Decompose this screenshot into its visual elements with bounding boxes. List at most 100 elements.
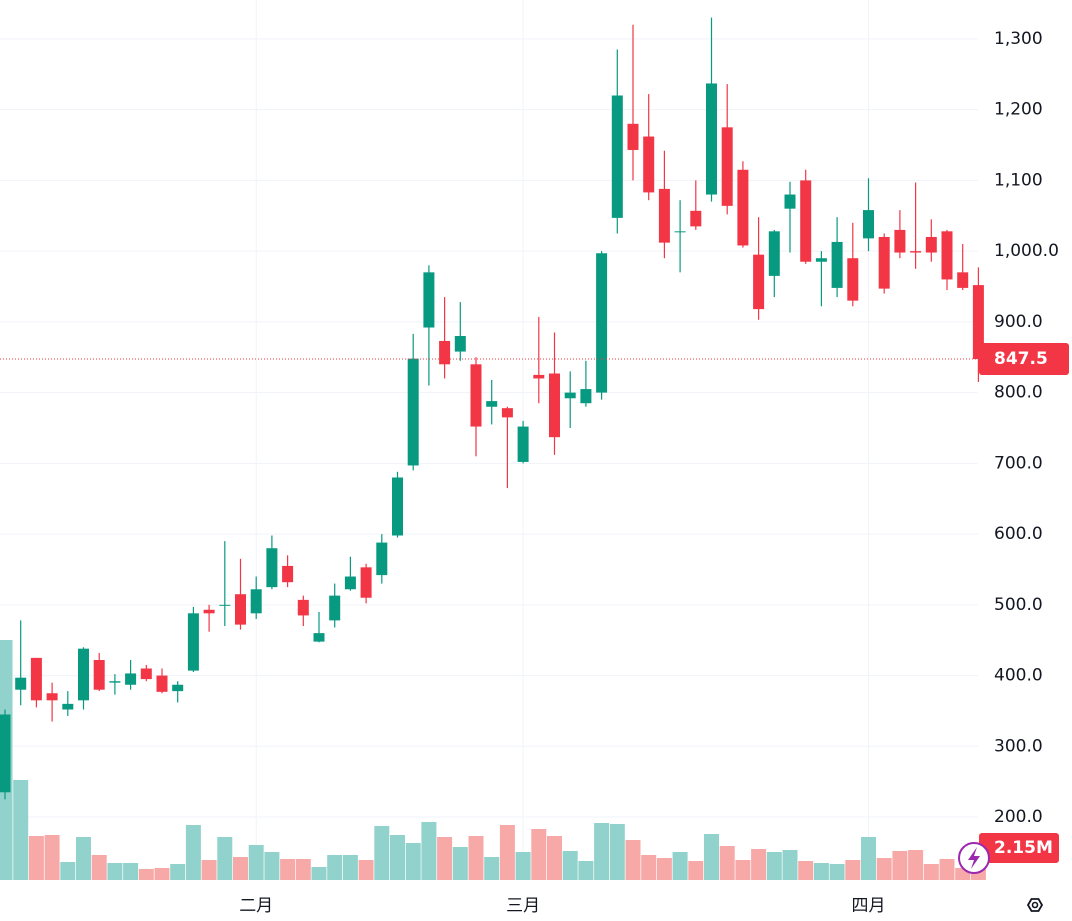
- candle-body: [156, 675, 168, 692]
- volume-bar: [123, 863, 139, 880]
- candle-body: [674, 231, 686, 233]
- volume-bar: [892, 851, 908, 880]
- volume-pane: [0, 640, 986, 880]
- candle-body: [941, 231, 953, 280]
- y-tick-label: 1,100: [994, 170, 1043, 190]
- volume-bar: [641, 855, 657, 880]
- volume-bar: [170, 864, 186, 880]
- x-tick-label: 四月: [852, 896, 886, 916]
- axes: 200.0 300.0 400.0 500.0 600.0 700.0 800.0 900.0…: [0, 29, 1069, 916]
- candle-body: [313, 633, 325, 642]
- y-tick-label: 1,000.0: [994, 241, 1059, 261]
- volume-bar: [374, 826, 390, 880]
- volume-bar: [358, 860, 374, 880]
- candle-body: [910, 251, 922, 253]
- volume-bar: [154, 868, 170, 880]
- grid: [0, 0, 978, 880]
- volume-bar: [405, 843, 421, 880]
- candle-body: [219, 604, 231, 606]
- volume-bar: [264, 852, 280, 880]
- volume-bar: [798, 861, 814, 880]
- candle-body: [596, 253, 608, 393]
- candle-body: [627, 123, 639, 150]
- volume-bar: [76, 837, 91, 880]
- candle-body: [15, 677, 27, 690]
- volume-bar: [625, 840, 641, 880]
- volume-bar: [515, 852, 531, 880]
- candle-body: [972, 285, 984, 360]
- candle-body: [0, 714, 11, 793]
- volume-bar: [327, 855, 343, 880]
- volume-bar: [594, 823, 610, 880]
- volume-bar: [876, 858, 892, 880]
- volume-bar: [484, 857, 500, 880]
- candle-body: [831, 241, 843, 288]
- candle-body: [392, 477, 403, 536]
- volume-bar: [233, 857, 248, 880]
- candle-body: [125, 673, 137, 685]
- candle-body: [297, 599, 309, 616]
- quick-action-icon[interactable]: [958, 842, 990, 874]
- candle-body: [360, 567, 372, 598]
- volume-bar: [280, 859, 296, 880]
- candle-body: [894, 229, 906, 253]
- last-price-label: 847.5: [994, 349, 1048, 369]
- candle-body: [407, 358, 419, 466]
- volume-bar: [861, 837, 876, 880]
- candle-body: [800, 180, 812, 262]
- candle-body: [376, 542, 388, 576]
- volume-bar: [908, 850, 924, 880]
- candle-body: [690, 210, 702, 227]
- candle-body: [737, 169, 749, 246]
- candle-body: [282, 565, 294, 583]
- volume-bar: [704, 834, 719, 880]
- volume-bar: [813, 863, 829, 880]
- candle-body: [533, 374, 545, 379]
- volume-bar: [829, 864, 845, 880]
- volume-bar: [939, 859, 955, 880]
- volume-bar: [923, 864, 939, 880]
- volume-bar: [735, 860, 751, 880]
- y-tick-label: 1,300: [994, 29, 1043, 49]
- candle-body: [564, 392, 576, 399]
- candle-body: [30, 657, 42, 701]
- volume-bar: [531, 829, 547, 880]
- candle-body: [235, 594, 246, 625]
- candle-body: [863, 210, 874, 239]
- candle-body: [501, 408, 513, 418]
- candle-body: [439, 340, 451, 365]
- candle-body: [847, 258, 859, 301]
- candle-body: [549, 373, 560, 438]
- candle-body: [109, 681, 121, 683]
- volume-bar: [672, 852, 688, 880]
- volume-bar: [452, 847, 468, 880]
- candle-body: [266, 548, 278, 588]
- candle-body: [93, 660, 105, 690]
- candle-body: [78, 648, 89, 701]
- volume-bar: [782, 850, 798, 880]
- volume-bar: [107, 863, 123, 880]
- x-tick-label: 二月: [239, 896, 273, 916]
- candle-body: [203, 609, 215, 614]
- volume-bar: [766, 852, 782, 880]
- candle-body: [957, 272, 969, 288]
- volume-bar: [845, 860, 861, 880]
- volume-bar: [28, 836, 44, 880]
- volume-bar: [201, 860, 217, 880]
- volume-bar: [421, 822, 437, 880]
- y-tick-label: 600.0: [994, 524, 1043, 544]
- x-tick-label: 三月: [506, 896, 540, 916]
- volume-bar: [342, 855, 358, 880]
- settings-icon[interactable]: [1026, 898, 1044, 912]
- candle-body: [768, 231, 780, 276]
- volume-tag: [979, 833, 1059, 863]
- candle-body: [46, 693, 58, 701]
- volume-label: 2.15M: [994, 838, 1053, 858]
- candle-body: [925, 236, 937, 253]
- volume-bar: [13, 780, 29, 880]
- candle-body: [753, 254, 765, 310]
- volume-bar: [295, 859, 311, 880]
- volume-bar: [468, 836, 484, 880]
- candle-body: [815, 258, 827, 262]
- volume-bar: [499, 825, 515, 880]
